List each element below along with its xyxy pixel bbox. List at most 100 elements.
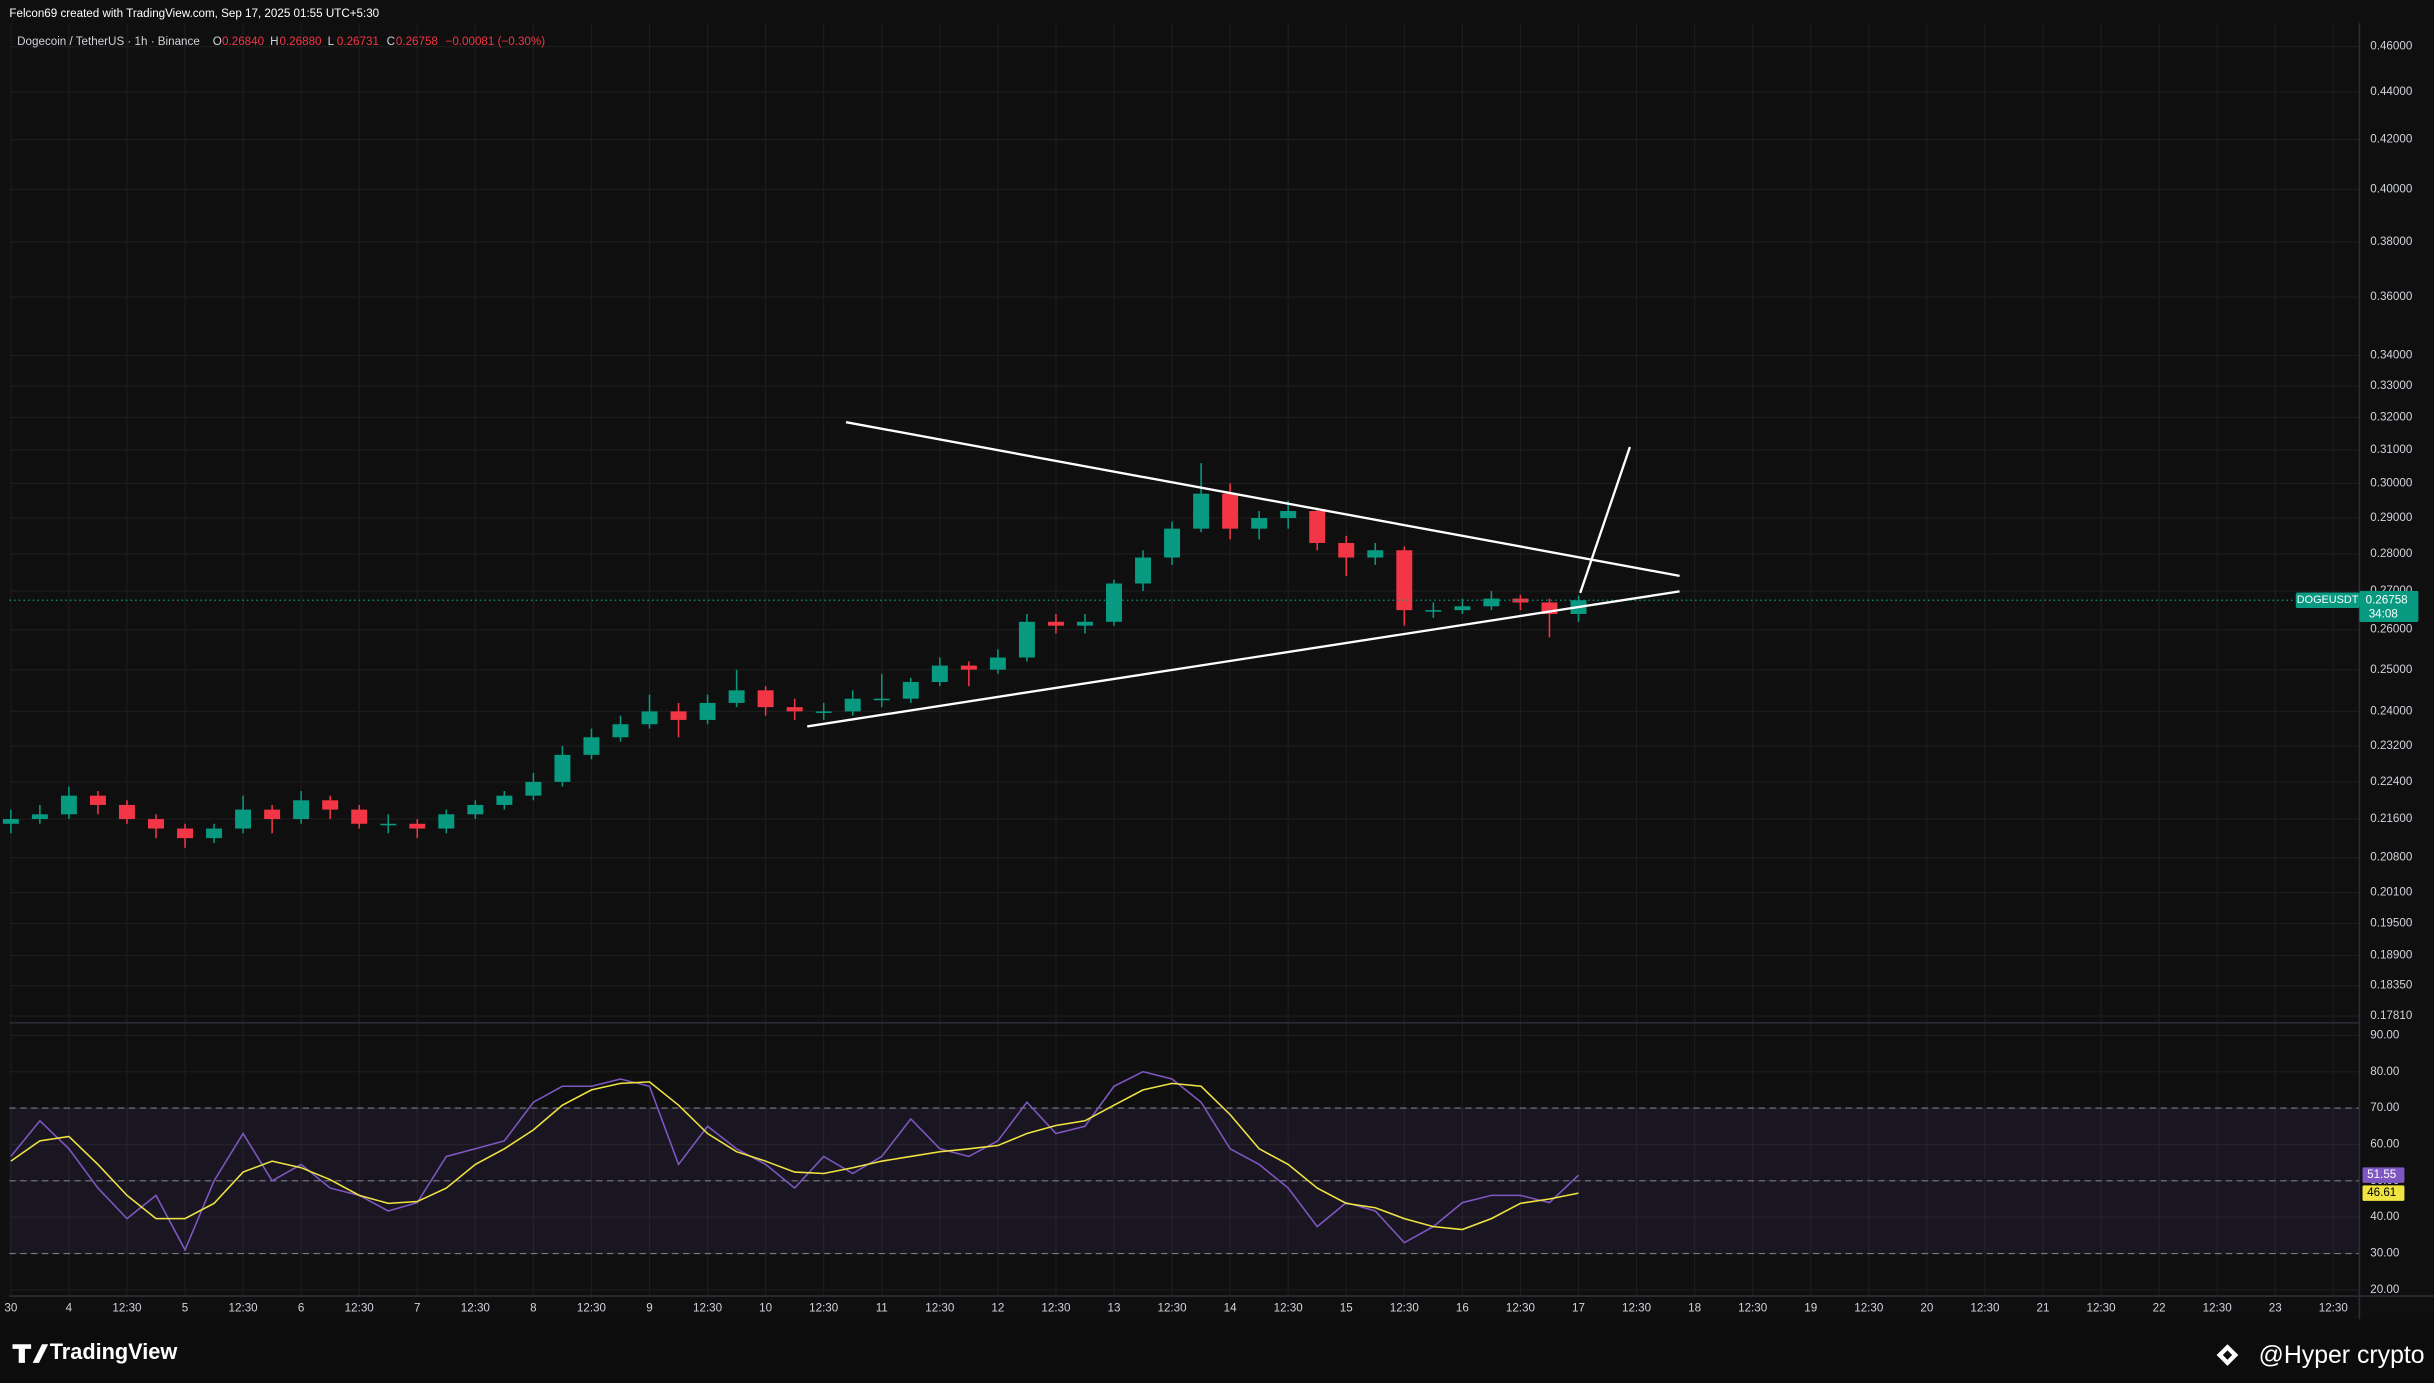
y-tick-label: 0.25000 — [2370, 663, 2413, 676]
y-tick-label: 0.34000 — [2370, 349, 2413, 362]
rsi-value-label: 46.61 — [2367, 1186, 2396, 1199]
y-tick-label: 0.22400 — [2370, 775, 2413, 788]
candle-body — [496, 795, 513, 805]
brand: TradingView — [50, 1339, 178, 1364]
x-tick-label: 21 — [2037, 1302, 2050, 1315]
y-tick-label: 0.21600 — [2370, 812, 2413, 825]
candle-body — [1309, 511, 1326, 543]
trend-line — [807, 590, 1680, 728]
y-tick-label: 0.18350 — [2370, 979, 2413, 992]
candle-body — [31, 814, 48, 820]
rsi-value-tag — [2362, 1185, 2405, 1201]
candle-body — [118, 804, 135, 820]
x-tick-label: 30 — [4, 1302, 17, 1315]
y-tick-label: 0.38000 — [2370, 235, 2413, 248]
candle-body — [902, 682, 919, 699]
candle-body — [1512, 598, 1529, 603]
y-tick-label: 0.33000 — [2370, 379, 2413, 392]
candle-body — [1164, 528, 1181, 558]
grid — [9, 23, 2360, 1297]
footer — [0, 1319, 2434, 1383]
x-tick-label: 12:30 — [925, 1302, 955, 1315]
x-tick-label: 12:30 — [2203, 1302, 2233, 1315]
x-tick-label: 12 — [991, 1302, 1004, 1315]
candle-body — [670, 711, 687, 720]
trend-line — [1579, 446, 1631, 594]
ohlc-key: O — [213, 35, 222, 48]
candle-body — [2, 819, 19, 824]
rsi-line — [10, 1070, 1580, 1252]
x-tick-label: 12:30 — [1738, 1302, 1768, 1315]
y-tick-label: 0.31000 — [2370, 443, 2413, 456]
rsi-value-label: 51.55 — [2367, 1168, 2396, 1181]
candle-body — [293, 800, 310, 820]
x-tick-label: 7 — [414, 1302, 420, 1315]
candle-body — [1396, 550, 1413, 611]
y-tick-label: 40.00 — [2370, 1210, 2400, 1223]
x-tick-label: 18 — [1688, 1302, 1701, 1315]
candle-body — [815, 711, 832, 713]
credit: Felcon69 created with TradingView.com, S… — [9, 7, 379, 20]
candle-body — [757, 690, 774, 708]
ohlc-value: 0.26840 — [222, 35, 265, 48]
countdown-label: 34:08 — [2369, 607, 2398, 620]
ohlc-key: H — [270, 35, 278, 48]
candle-body — [409, 823, 426, 829]
ohlc-value: 0.26758 — [396, 35, 438, 48]
candle-body — [1251, 518, 1268, 529]
x-tick-label: 12:30 — [1041, 1302, 1071, 1315]
trend-lines — [807, 421, 1680, 728]
candle-body — [1222, 493, 1239, 529]
candle-body — [1106, 583, 1122, 622]
candle-body — [873, 698, 890, 701]
x-tick-label: 12:30 — [229, 1302, 259, 1315]
candle-body — [1367, 550, 1384, 558]
candle-body — [1193, 493, 1210, 529]
x-tick-label: 15 — [1340, 1302, 1353, 1315]
x-tick-label: 12:30 — [2319, 1302, 2349, 1315]
candle-body — [699, 702, 716, 720]
x-tick-label: 23 — [2269, 1302, 2282, 1315]
y-tick-label: 0.28000 — [2370, 547, 2413, 560]
x-tick-label: 12:30 — [1274, 1302, 1304, 1315]
y-tick-label: 80.00 — [2370, 1065, 2400, 1078]
x-tick-label: 12:30 — [1390, 1302, 1420, 1315]
candle-body — [641, 711, 658, 725]
x-tick-label: 12:30 — [1158, 1302, 1188, 1315]
chart-title: Dogecoin / TetherUS · 1h · Binance — [17, 35, 200, 48]
y-tick-label: 0.30000 — [2370, 476, 2413, 489]
symbol-tag — [2295, 592, 2360, 608]
y-tick-label: 30.00 — [2370, 1247, 2400, 1260]
x-tick-label: 12:30 — [809, 1302, 839, 1315]
y-tick-label: 0.29000 — [2370, 511, 2413, 524]
rsi-value-tag — [2362, 1167, 2405, 1183]
candle-body — [554, 754, 571, 782]
marks — [2, 463, 2360, 1252]
candle-body — [989, 657, 1006, 670]
x-tick-label: 16 — [1456, 1302, 1469, 1315]
x-tick-label: 5 — [182, 1302, 188, 1315]
ohlc-key: L — [328, 35, 335, 48]
y-tick-label: 0.23200 — [2370, 739, 2413, 752]
ohlc-value: 0.26880 — [279, 35, 322, 48]
x-tick-label: 22 — [2153, 1302, 2166, 1315]
y-tick-label: 0.40000 — [2370, 183, 2413, 196]
watermark: @Hyper crypto — [2259, 1342, 2425, 1369]
candle-body — [177, 828, 194, 839]
candle-body — [1483, 598, 1500, 607]
candle-body — [264, 809, 281, 820]
candle-body — [1454, 606, 1471, 611]
y-tick-label: 70.00 — [2370, 1101, 2400, 1114]
brand-logo — [12, 1344, 49, 1363]
candle-body — [1425, 610, 1442, 612]
x-tick-label: 14 — [1224, 1302, 1237, 1315]
candle-body — [786, 707, 803, 712]
x-tick-label: 12:30 — [1622, 1302, 1652, 1315]
trend-line — [845, 421, 1680, 578]
candle-body — [89, 795, 106, 805]
candle-body — [60, 795, 77, 815]
x-tick-label: 12:30 — [1854, 1302, 1884, 1315]
x-tick-label: 12:30 — [345, 1302, 375, 1315]
